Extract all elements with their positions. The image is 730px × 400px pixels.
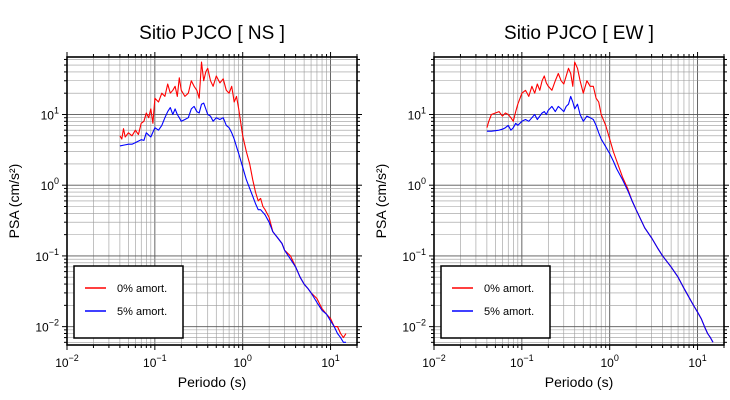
legend-label-1: 0% amort. [484, 283, 534, 295]
x-tick-label: 10−2 [55, 353, 79, 370]
y-axis-label: PSA (cm/s²) [373, 164, 389, 239]
x-tick-label-base: 10 [688, 356, 702, 370]
y-tick-label-base: 10 [35, 250, 49, 264]
y-tick-label: 10−2 [35, 318, 59, 335]
y-axis-label: PSA (cm/s²) [6, 164, 22, 239]
x-axis-label: Periodo (s) [178, 374, 246, 390]
y-tick-label-base: 10 [402, 250, 416, 264]
x-tick-label-base: 10 [422, 356, 436, 370]
x-tick-label-exponent: −1 [523, 353, 533, 363]
x-tick-label: 100 [601, 353, 619, 370]
y-tick-label: 10−1 [402, 247, 426, 264]
y-tick-label: 100 [408, 176, 426, 193]
chart-title: Sitio PJCO [ NS ] [139, 23, 285, 44]
legend-label-2: 5% amort. [484, 306, 534, 318]
y-tick-label-exponent: −2 [49, 318, 59, 328]
x-tick-label-base: 10 [510, 356, 524, 370]
y-tick-label: 101 [408, 105, 426, 122]
y-tick-label-base: 10 [402, 321, 416, 335]
x-tick-label-base: 10 [234, 356, 248, 370]
x-axis-label: Periodo (s) [545, 374, 613, 390]
y-tick-label-base: 10 [35, 321, 49, 335]
y-tick-label-base: 10 [41, 179, 55, 193]
legend-box [441, 266, 550, 338]
y-tick-label-exponent: −1 [416, 247, 426, 257]
legend-label-2: 5% amort. [117, 306, 167, 318]
x-tick-label: 10−1 [143, 353, 167, 370]
x-tick-label-exponent: −2 [436, 353, 446, 363]
x-tick-label: 10−2 [422, 353, 446, 370]
y-tick-label: 100 [41, 176, 59, 193]
y-tick-label-exponent: 0 [421, 176, 426, 186]
y-tick-label-base: 10 [408, 179, 422, 193]
y-tick-label: 10−1 [35, 247, 59, 264]
x-tick-label: 10−1 [510, 353, 534, 370]
y-tick-label-exponent: 1 [421, 105, 426, 115]
legend-label-1: 0% amort. [117, 283, 167, 295]
y-tick-label-exponent: −1 [49, 247, 59, 257]
legend: 0% amort. 5% amort. [74, 266, 183, 338]
legend-box [74, 266, 183, 338]
x-tick-label-exponent: −2 [69, 353, 79, 363]
y-tick-label: 101 [41, 105, 59, 122]
x-tick-label-base: 10 [321, 356, 335, 370]
x-tick-label-exponent: −1 [156, 353, 166, 363]
y-tick-label-exponent: −2 [416, 318, 426, 328]
x-tick-label-exponent: 1 [335, 353, 340, 363]
y-tick-label-base: 10 [41, 108, 55, 122]
x-tick-label: 101 [688, 353, 706, 370]
x-tick-label-base: 10 [143, 356, 157, 370]
legend: 0% amort. 5% amort. [441, 266, 550, 338]
chart-title: Sitio PJCO [ EW ] [504, 23, 654, 44]
x-tick-label-exponent: 0 [614, 353, 619, 363]
y-tick-label-exponent: 1 [54, 105, 59, 115]
y-tick-label-base: 10 [408, 108, 422, 122]
x-tick-label: 100 [234, 353, 252, 370]
x-tick-label: 101 [321, 353, 339, 370]
y-tick-label: 10−2 [402, 318, 426, 335]
y-tick-label-exponent: 0 [54, 176, 59, 186]
x-tick-label-exponent: 1 [702, 353, 707, 363]
x-tick-label-exponent: 0 [247, 353, 252, 363]
x-tick-label-base: 10 [55, 356, 69, 370]
x-tick-label-base: 10 [601, 356, 615, 370]
